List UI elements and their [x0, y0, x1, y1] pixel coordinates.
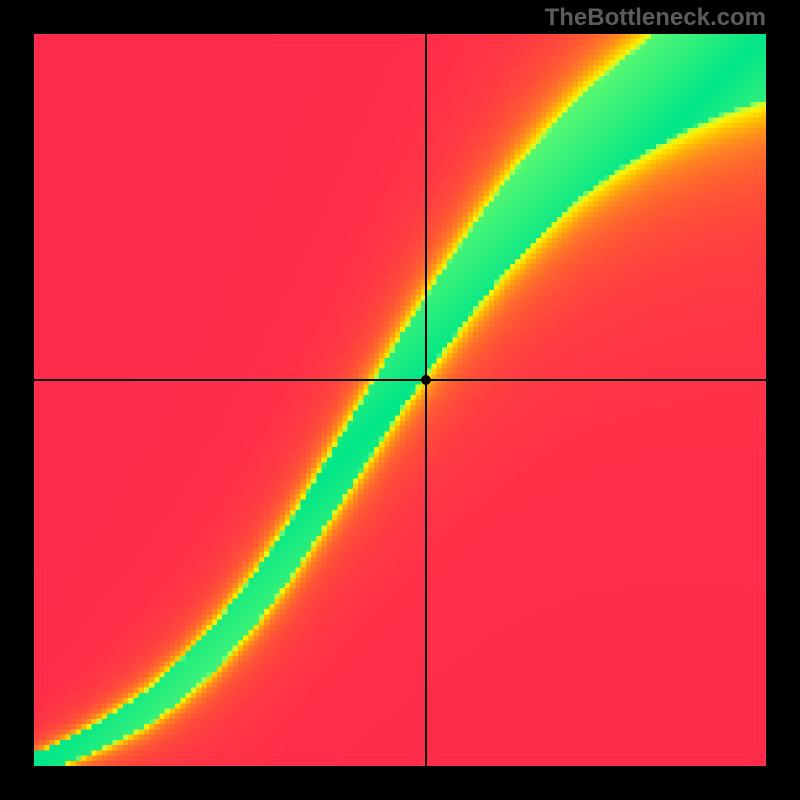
- watermark-text: TheBottleneck.com: [545, 4, 766, 32]
- chart-container: TheBottleneck.com: [0, 0, 800, 800]
- bottleneck-heatmap: [34, 34, 766, 766]
